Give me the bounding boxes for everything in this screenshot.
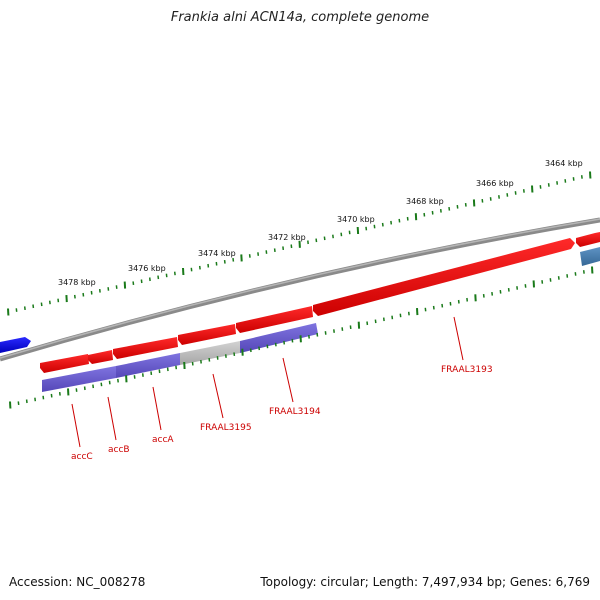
accession-text: Accession: NC_008278 bbox=[9, 575, 146, 589]
genome-backbone-highlight bbox=[0, 218, 600, 359]
leader-accC bbox=[71, 403, 81, 448]
gene-label-accA: accA bbox=[152, 435, 174, 445]
genome-summary-text: Topology: circular; Length: 7,497,934 bp… bbox=[260, 575, 590, 589]
gene-right-edge-forward[interactable] bbox=[576, 232, 600, 247]
gene-accC-reverse[interactable] bbox=[42, 366, 116, 392]
scale-label-3478: 3478 kbp bbox=[58, 278, 96, 287]
gene-FRAAL3195-reverse[interactable] bbox=[180, 341, 240, 365]
gene-FRAAL3193-forward[interactable] bbox=[313, 238, 575, 316]
reverse-genes bbox=[42, 247, 600, 392]
scale-label-3464: 3464 kbp bbox=[545, 159, 583, 168]
forward-genes bbox=[40, 232, 600, 373]
inner-scale-ticks bbox=[9, 266, 594, 409]
map-title: Frankia alni ACN14a, complete genome bbox=[170, 10, 430, 25]
scale-label-3472: 3472 kbp bbox=[268, 233, 306, 242]
scale-label-3468: 3468 kbp bbox=[406, 197, 444, 206]
gene-label-FRAAL3195: FRAAL3195 bbox=[200, 423, 252, 433]
gene-FRAAL3194-forward[interactable] bbox=[236, 306, 313, 333]
leader-FRAAL3195 bbox=[212, 373, 224, 419]
scale-label-3466: 3466 kbp bbox=[476, 179, 514, 188]
leader-FRAAL3194 bbox=[282, 357, 294, 403]
genome-backbone bbox=[0, 217, 600, 362]
leader-accA bbox=[152, 386, 162, 431]
leader-accB bbox=[107, 396, 117, 441]
gene-labels: accC accB accA FRAAL3195 FRAAL3194 FRAAL… bbox=[71, 365, 493, 462]
gene-label-accC: accC bbox=[71, 452, 93, 462]
gene-accA-forward[interactable] bbox=[113, 337, 178, 359]
scale-label-3474: 3474 kbp bbox=[198, 249, 236, 258]
gene-label-FRAAL3194: FRAAL3194 bbox=[269, 407, 321, 417]
gene-accB-forward[interactable] bbox=[88, 350, 113, 364]
scale-label-3476: 3476 kbp bbox=[128, 264, 166, 273]
gene-accC-forward[interactable] bbox=[40, 354, 89, 373]
gene-FRAAL3194-reverse[interactable] bbox=[240, 323, 318, 353]
leader-FRAAL3193 bbox=[453, 316, 464, 361]
scale-label-3470: 3470 kbp bbox=[337, 215, 375, 224]
gene-label-FRAAL3193: FRAAL3193 bbox=[441, 365, 493, 375]
gene-right-edge-reverse[interactable] bbox=[580, 247, 600, 266]
outer-scale-ticks bbox=[7, 171, 592, 316]
gene-blue-left[interactable] bbox=[0, 337, 31, 353]
gene-leader-lines bbox=[71, 316, 464, 448]
gene-accA-reverse[interactable] bbox=[116, 353, 180, 378]
gene-FRAAL3195-forward[interactable] bbox=[178, 324, 236, 345]
scale-labels: 3478 kbp 3476 kbp 3474 kbp 3472 kbp 3470… bbox=[58, 159, 583, 287]
gene-label-accB: accB bbox=[108, 445, 130, 455]
